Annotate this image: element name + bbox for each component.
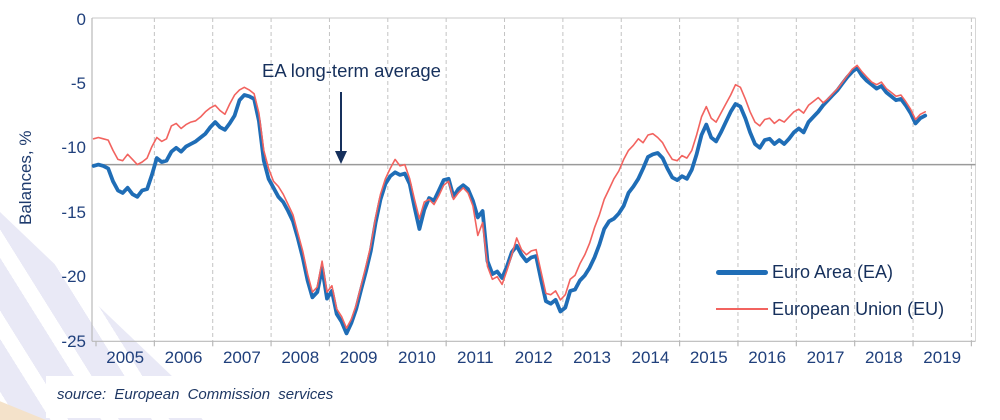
- x-tick-label: 2007: [222, 348, 261, 367]
- european-union-line-swatch: [716, 308, 768, 310]
- y-tick-label: 0: [76, 9, 86, 29]
- x-tick-label: 2006: [164, 348, 203, 367]
- legend-item-european-union: European Union (EU): [716, 295, 944, 323]
- legend-label-euro-area: Euro Area (EA): [772, 261, 894, 282]
- x-tick-label: 2013: [573, 348, 611, 367]
- y-tick-label: -20: [61, 267, 86, 287]
- legend-item-euro-area: Euro Area (EA): [716, 258, 944, 286]
- euro-area-series-line: [91, 66, 928, 336]
- x-tick-label: 2014: [631, 348, 670, 367]
- y-tick-label: -25: [61, 331, 86, 351]
- average-line-annotation: EA long-term average: [262, 60, 441, 81]
- legend-label-european-union: European Union (EU): [772, 298, 945, 319]
- euro-area-line-swatch: [716, 269, 768, 275]
- y-tick-label: -15: [61, 202, 86, 222]
- legend: Euro Area (EA) European Union (EU): [716, 258, 944, 332]
- x-tick-label: 2016: [748, 348, 787, 367]
- source-credit: source: European Commission services: [57, 386, 334, 403]
- x-tick-label: 2017: [806, 348, 845, 367]
- y-tick-label: -5: [70, 73, 86, 93]
- x-tick-label: 2018: [864, 348, 903, 367]
- source-background-band: [46, 376, 1000, 418]
- x-tick-label: 2005: [106, 348, 145, 367]
- european-union-series-line: [92, 64, 927, 330]
- x-tick-label: 2009: [339, 348, 378, 367]
- x-tick-label: 2015: [689, 348, 728, 367]
- y-tick-label: -10: [61, 138, 86, 158]
- annotation-arrow-head: [335, 151, 347, 164]
- x-tick-label: 2008: [281, 348, 320, 367]
- x-tick-label: 2010: [398, 348, 436, 367]
- x-tick-label: 2011: [457, 348, 494, 367]
- x-tick-label: 2019: [923, 348, 962, 367]
- x-tick-label: 2012: [514, 348, 553, 367]
- y-axis-title: Balances, %: [16, 130, 35, 226]
